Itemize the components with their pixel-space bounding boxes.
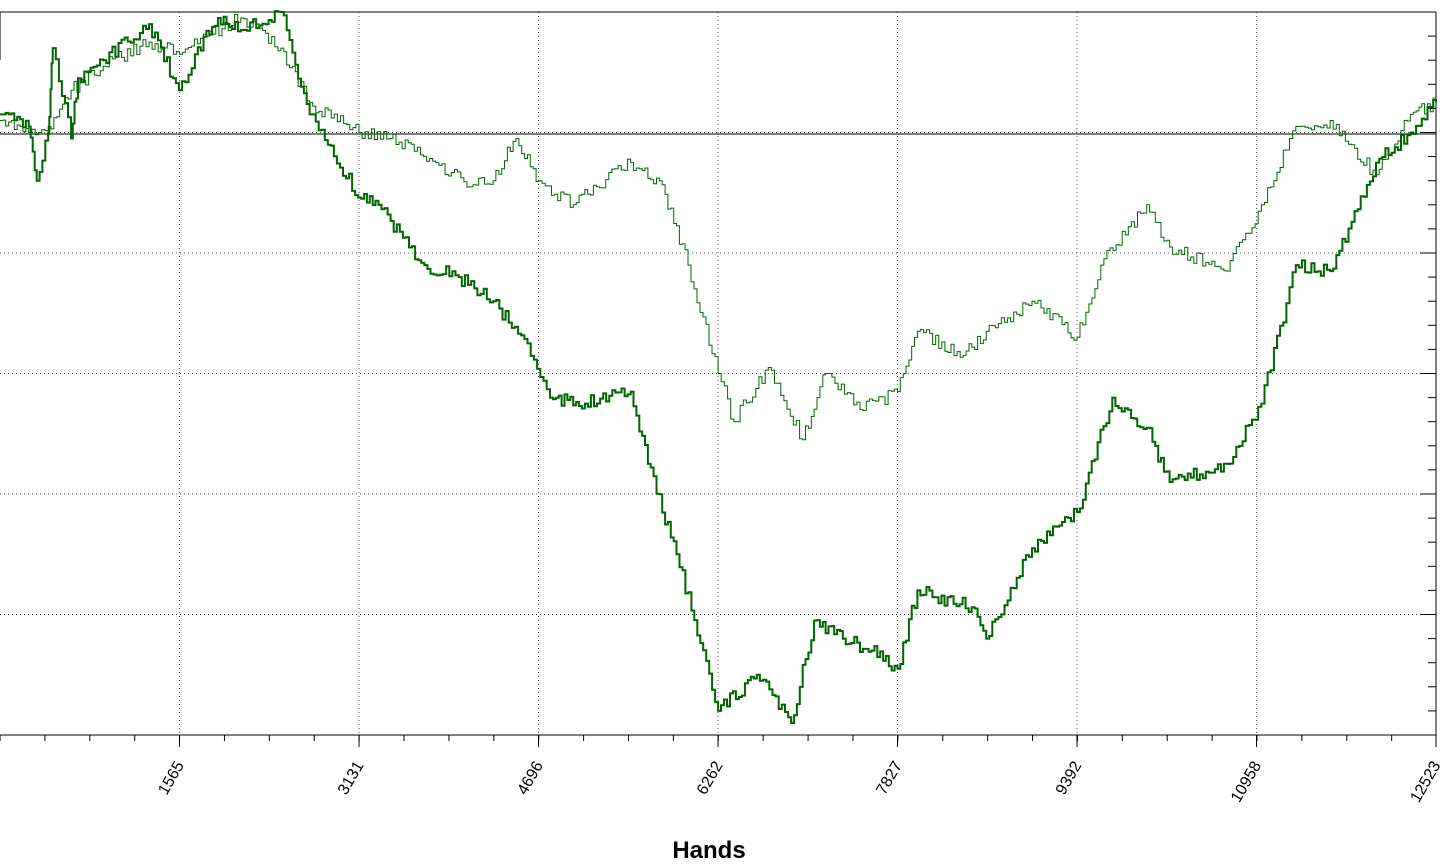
x-axis-title: Hands <box>672 837 745 864</box>
series-group <box>0 10 1437 724</box>
series-line-2 <box>0 13 1437 441</box>
series-line-1 <box>0 10 1437 724</box>
axes <box>0 11 1437 747</box>
